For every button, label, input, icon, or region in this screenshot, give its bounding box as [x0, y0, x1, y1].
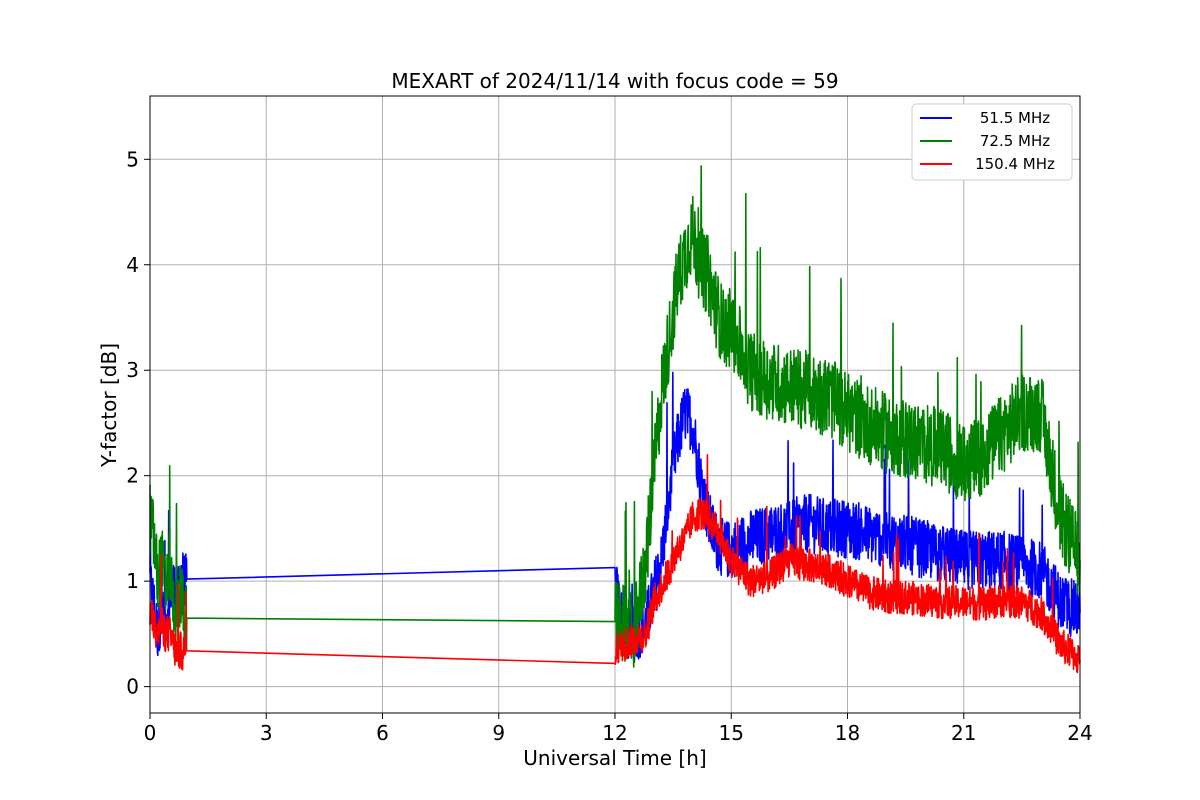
y-tick-label: 1: [126, 569, 139, 593]
x-tick-label: 18: [835, 721, 860, 745]
chart-title: MEXART of 2024/11/14 with focus code = 5…: [391, 69, 838, 93]
legend-box: [911, 103, 1073, 181]
x-tick-label: 3: [260, 721, 273, 745]
legend-label-150-4: 150.4 MHz: [975, 155, 1055, 173]
x-axis-label: Universal Time [h]: [523, 746, 706, 770]
series-group: [149, 165, 1081, 674]
x-tick-label: 9: [492, 721, 505, 745]
x-tick-label: 24: [1067, 721, 1092, 745]
legend: 51.5 MHz 72.5 MHz 150.4 MHz: [911, 103, 1073, 181]
y-tick-label: 3: [126, 358, 139, 382]
x-tick-label: 12: [602, 721, 627, 745]
y-tick-label: 4: [126, 253, 139, 277]
x-tick-label: 0: [144, 721, 157, 745]
legend-label-51-5: 51.5 MHz: [980, 109, 1050, 127]
series-line-51-5-mhz: [149, 371, 1081, 663]
series-line-150-4-mhz: [149, 454, 1081, 674]
y-axis-label: Y-factor [dB]: [97, 343, 121, 468]
y-tick-label: 0: [126, 675, 139, 699]
x-tick-label: 15: [719, 721, 744, 745]
series-line-72-5-mhz: [149, 165, 1081, 668]
legend-label-72-5: 72.5 MHz: [980, 132, 1050, 150]
y-tick-label: 5: [126, 147, 139, 171]
x-tick-label: 21: [951, 721, 976, 745]
x-tick-label: 6: [376, 721, 389, 745]
y-tick-label: 2: [126, 464, 139, 488]
